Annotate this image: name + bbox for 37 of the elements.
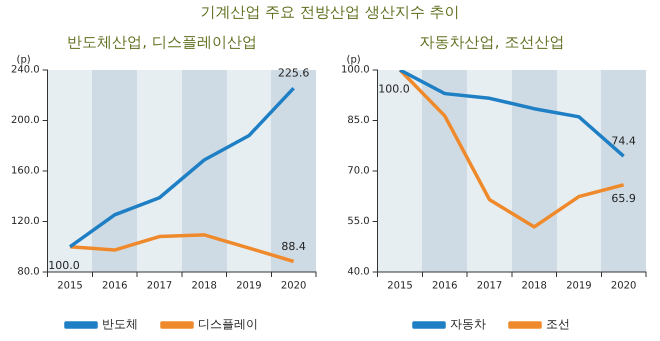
y-tick-label: 85.0 <box>347 115 370 126</box>
y-tick-label: 70.0 <box>347 166 370 177</box>
x-tick-label: 2020 <box>610 280 636 292</box>
x-tick-label: 2017 <box>146 280 172 292</box>
y-tick-label: 160.0 <box>10 166 40 177</box>
data-label: 100.0 <box>378 82 410 96</box>
y-tick-label: 200.0 <box>10 115 40 126</box>
y-tick-label: 40.0 <box>347 266 370 278</box>
legend-label: 자동차 <box>450 317 486 332</box>
x-tick-label: 2020 <box>280 280 306 292</box>
data-label: 74.4 <box>611 134 636 148</box>
x-tick-label: 2019 <box>236 280 262 292</box>
data-label: 100.0 <box>48 259 80 272</box>
legend-label: 조선 <box>546 317 570 332</box>
x-tick-label: 2016 <box>432 280 458 292</box>
data-label: 225.6 <box>278 66 310 80</box>
x-tick-label: 2018 <box>191 280 217 292</box>
x-tick-label: 2018 <box>521 280 547 292</box>
data-label: 88.4 <box>281 240 306 253</box>
text: 기계산업 주요 전방산업 생산지수 추이 <box>199 3 461 22</box>
x-tick-label: 2016 <box>102 280 128 292</box>
x-tick-label: 2015 <box>387 280 413 292</box>
x-tick-label: 2015 <box>57 280 83 292</box>
y-axis-title: (p) <box>346 54 361 66</box>
y-tick-label: 100.0 <box>340 64 370 76</box>
y-tick-label: 240.0 <box>10 64 40 76</box>
y-tick-label: 55.0 <box>347 216 370 228</box>
legend-label: 디스플레이 <box>198 317 258 332</box>
y-axis-title: (p) <box>16 54 31 66</box>
data-label: 65.9 <box>611 192 636 206</box>
chart-title: 반도체산업, 디스플레이산업 <box>67 32 257 51</box>
chart-title: 자동차산업, 조선산업 <box>420 32 564 51</box>
legend-label: 반도체 <box>102 317 138 332</box>
y-tick-label: 120.0 <box>10 216 40 228</box>
x-tick-label: 2017 <box>476 280 502 292</box>
x-tick-label: 2019 <box>566 280 592 292</box>
y-tick-label: 80.0 <box>17 266 40 278</box>
